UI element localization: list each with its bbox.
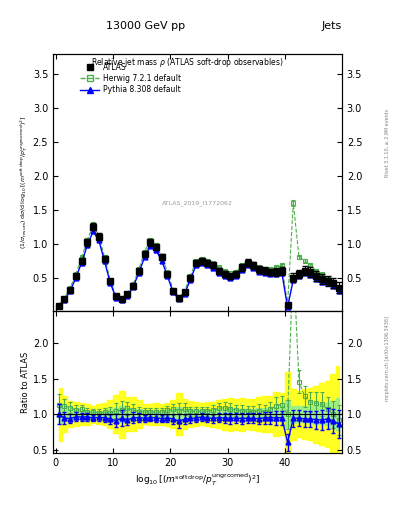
Text: 13000 GeV pp: 13000 GeV pp [106,20,185,31]
Text: Jets: Jets [321,20,342,31]
Text: mcplots.cern.ch [arXiv:1306.3436]: mcplots.cern.ch [arXiv:1306.3436] [385,316,389,401]
Text: ATLAS_2019_I1772062: ATLAS_2019_I1772062 [162,200,233,206]
Y-axis label: Ratio to ATLAS: Ratio to ATLAS [21,352,30,413]
Legend: ATLAS, Herwig 7.2.1 default, Pythia 8.308 default: ATLAS, Herwig 7.2.1 default, Pythia 8.30… [80,63,181,94]
Text: Relative jet mass $\rho$ (ATLAS soft-drop observables): Relative jet mass $\rho$ (ATLAS soft-dro… [91,56,283,69]
X-axis label: $\log_{10}[(m^\mathrm{soft\,drop}/p_T^\mathrm{ungroomed})^2]$: $\log_{10}[(m^\mathrm{soft\,drop}/p_T^\m… [135,472,260,488]
Y-axis label: $(1/\sigma_\mathrm{resum})\ \mathrm{d}\sigma/\mathrm{d}\,\log_{10}[(m^\mathrm{so: $(1/\sigma_\mathrm{resum})\ \mathrm{d}\s… [18,116,30,249]
Text: Rivet 3.1.10, ≥ 2.9M events: Rivet 3.1.10, ≥ 2.9M events [385,109,389,178]
